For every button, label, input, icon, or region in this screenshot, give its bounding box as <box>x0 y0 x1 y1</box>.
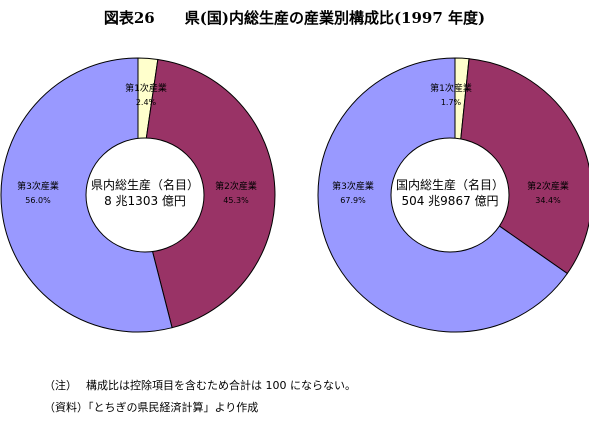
slice-label: 第3次産業 <box>332 180 374 192</box>
slice-label: 第2次産業 <box>527 180 569 192</box>
chart-title: 図表26 県(国)内総生産の産業別構成比(1997 年度) <box>103 9 486 27</box>
donut-hole <box>390 137 510 253</box>
slice-label: 第3次産業 <box>17 180 59 192</box>
center-value: 504 兆9867 億円 <box>401 194 498 208</box>
slice-label: 第2次産業 <box>215 180 257 192</box>
slice-label: 第1次産業 <box>430 82 472 94</box>
slice-value-label: 2.4% <box>136 98 157 107</box>
center-label: 国内総生産（名目） <box>396 177 504 192</box>
pie-slice <box>454 58 589 275</box>
slice-value-label: 56.0% <box>25 196 51 205</box>
pie-slice <box>137 58 276 329</box>
center-value: 8 兆1303 億円 <box>104 194 186 208</box>
slice-value-label: 67.9% <box>340 196 366 205</box>
donut-hole <box>85 137 205 253</box>
center-label: 県内総生産（名目） <box>91 177 199 192</box>
slice-value-label: 34.4% <box>535 196 561 205</box>
slice-label: 第1次産業 <box>125 82 167 94</box>
note-line: （注） 構成比は控除項目を含むため合計は 100 にならない。 <box>44 379 356 392</box>
slice-value-label: 45.3% <box>223 196 249 205</box>
source-line: （資料）「とちぎの県民経済計算」より作成 <box>44 401 259 414</box>
slice-value-label: 1.7% <box>441 98 462 107</box>
